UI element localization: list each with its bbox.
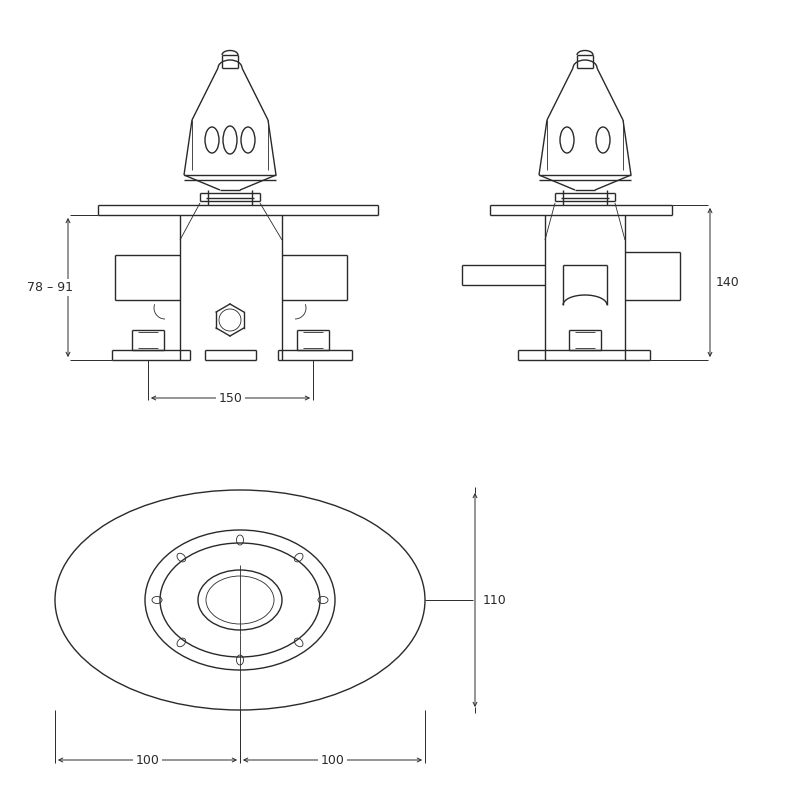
- Text: 140: 140: [716, 276, 740, 289]
- Text: 110: 110: [483, 594, 507, 606]
- Text: 78 – 91: 78 – 91: [27, 281, 73, 294]
- Text: 100: 100: [321, 754, 345, 766]
- Text: 100: 100: [135, 754, 159, 766]
- Text: 150: 150: [218, 391, 242, 405]
